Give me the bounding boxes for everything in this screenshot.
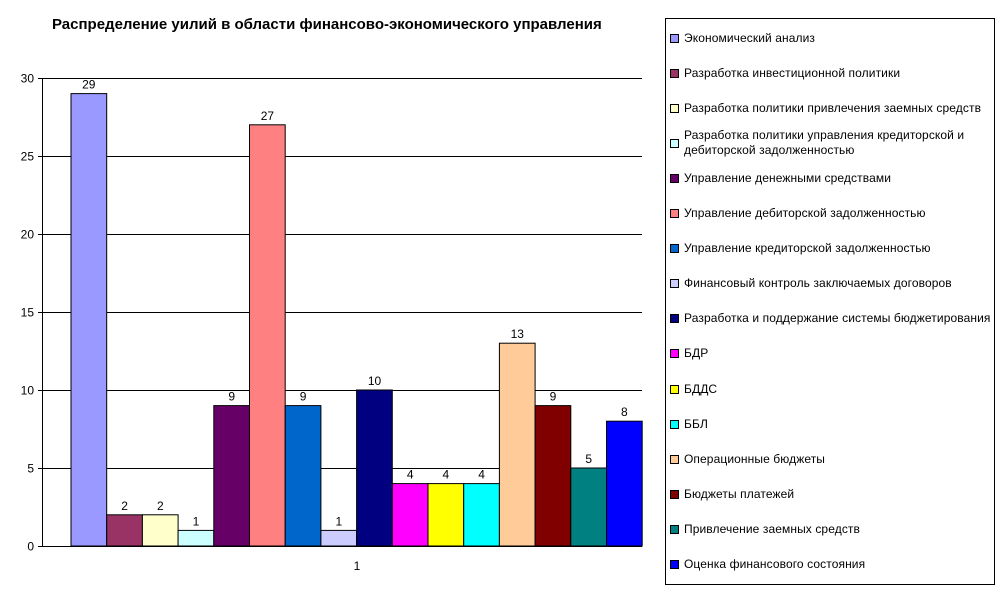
legend-swatch (670, 244, 679, 254)
y-tick-label: 10 (21, 384, 35, 398)
legend-swatch (670, 524, 679, 534)
bar (249, 124, 286, 547)
legend-label: Разработка инвестиционной политики (684, 65, 901, 80)
data-label: 1 (335, 514, 342, 528)
legend-swatch (670, 560, 679, 569)
legend-item: Привлечение заемных средств (670, 512, 992, 546)
legend-item: Разработка инвестиционной политики (670, 56, 992, 90)
data-label: 2 (121, 499, 128, 513)
legend-swatch (670, 68, 679, 78)
legend-item: Экономический анализ (670, 21, 992, 55)
legend-label: Управление денежными средствами (684, 170, 892, 185)
legend-item: Финансовый контроль заключаемых договоро… (670, 267, 992, 301)
legend-item: Разработка политики управления кредиторс… (670, 126, 992, 160)
x-tick-label: 1 (354, 559, 361, 573)
legend-item: ББЛ (670, 407, 992, 441)
legend-swatch (670, 489, 679, 499)
data-label: 10 (368, 374, 382, 388)
legend: Экономический анализ Разработка инвестици… (665, 18, 995, 585)
legend-item: Разработка политики привлечения заемных … (670, 91, 992, 125)
chart-title: Распределение уилий в области финансово-… (52, 16, 602, 33)
legend-item: Управление денежными средствами (670, 161, 992, 195)
data-label: 4 (443, 468, 450, 482)
data-label: 1 (193, 514, 200, 528)
bar (213, 405, 251, 547)
y-tick-label: 25 (21, 150, 35, 164)
bar (463, 483, 500, 547)
data-label: 9 (300, 390, 307, 404)
data-label: 27 (261, 109, 275, 123)
legend-label: Разработка и поддержание системы бюджети… (684, 311, 991, 326)
legend-item: Оценка финансового состояния (670, 548, 992, 582)
legend-swatch (670, 454, 679, 464)
legend-swatch (670, 33, 679, 43)
bar (391, 483, 429, 547)
data-label: 29 (82, 78, 96, 92)
legend-item: БДР (670, 337, 992, 371)
legend-label: БДДС (684, 381, 718, 396)
legend-label: Бюджеты платежей (684, 486, 795, 501)
y-tick-label: 15 (21, 306, 35, 320)
bar (106, 514, 143, 547)
legend-item: Бюджеты платежей (670, 477, 992, 511)
legend-label: Разработка политики привлечения заемных … (684, 100, 982, 115)
bar (498, 342, 536, 547)
legend-label: Оценка финансового состояния (684, 557, 866, 571)
bar (356, 389, 393, 547)
legend-label: Управление кредиторской задолженностью (684, 241, 931, 256)
legend-label: Финансовый контроль заключаемых договоро… (684, 276, 952, 291)
legend-label: Разработка политики управления кредиторс… (684, 128, 965, 158)
legend-swatch (670, 103, 679, 113)
legend-label: ББЛ (684, 416, 708, 431)
legend-label: Экономический анализ (684, 30, 816, 45)
legend-item: Управление кредиторской задолженностью (670, 232, 992, 266)
bar (177, 529, 215, 547)
legend-label: Управление дебиторской задолженностью (684, 206, 926, 220)
bar (320, 529, 358, 547)
bar (427, 483, 465, 547)
legend-swatch (670, 384, 679, 394)
bar (141, 514, 179, 547)
legend-item: БДДС (670, 372, 992, 406)
bar (534, 405, 572, 547)
y-tick-label: 30 (21, 72, 35, 86)
bar (70, 93, 108, 547)
legend-item: Управление дебиторской задолженностью (670, 197, 992, 231)
y-tick-label: 0 (27, 540, 34, 554)
legend-item: Разработка и поддержание системы бюджети… (670, 302, 992, 336)
legend-swatch (670, 138, 679, 148)
legend-swatch (670, 349, 679, 359)
data-label: 13 (511, 327, 525, 341)
legend-swatch (670, 279, 679, 289)
data-label: 5 (585, 452, 592, 466)
legend-swatch (670, 173, 679, 183)
legend-item: Операционные бюджеты (670, 442, 992, 476)
legend-label: БДР (684, 346, 709, 361)
bar (284, 405, 322, 547)
legend-swatch (670, 419, 679, 429)
legend-label: Операционные бюджеты (684, 451, 826, 466)
bar (570, 467, 607, 547)
data-label: 9 (550, 390, 557, 404)
data-label: 4 (407, 468, 414, 482)
y-tick-label: 5 (27, 462, 34, 476)
legend-label: Привлечение заемных средств (684, 521, 860, 536)
bar (606, 420, 643, 547)
data-label: 8 (621, 405, 628, 419)
y-tick-label: 20 (21, 228, 35, 242)
data-label: 9 (228, 390, 235, 404)
data-label: 4 (478, 468, 485, 482)
legend-swatch (670, 209, 679, 218)
data-label: 2 (157, 499, 164, 513)
legend-swatch (670, 314, 679, 324)
